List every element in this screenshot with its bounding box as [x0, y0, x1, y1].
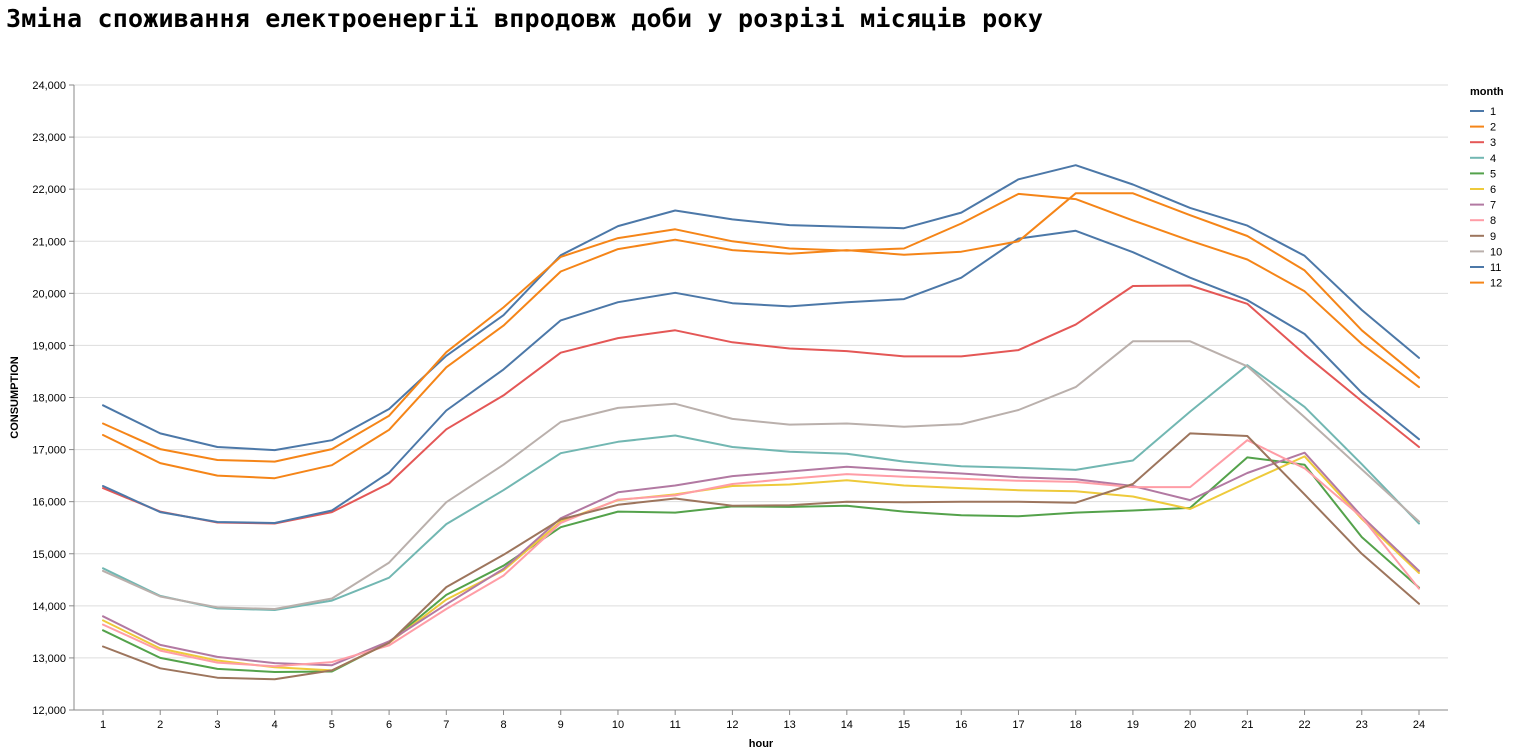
series-line-month-7 — [102, 451, 1420, 667]
x-tick-label: 17 — [1012, 719, 1024, 731]
axes: 12,000 13,000 14,000 15,000 16,000 17,000 18,0… — [32, 80, 1448, 731]
legend-item-month-4[interactable]: 4 — [1470, 153, 1496, 165]
y-tick-label: 13,000 — [32, 653, 66, 665]
series-line-month-10 — [102, 340, 1420, 610]
series-line-month-9 — [102, 432, 1420, 681]
x-tick-label: 16 — [955, 719, 967, 731]
x-tick-label: 5 — [329, 719, 335, 731]
legend-item-month-7[interactable]: 7 — [1470, 200, 1496, 212]
legend-item-month-5[interactable]: 5 — [1470, 168, 1496, 180]
y-tick-label: 19,000 — [32, 340, 66, 352]
y-tick-label: 23,000 — [32, 132, 66, 144]
legend-title: month — [1470, 86, 1504, 98]
legend-label: 9 — [1490, 231, 1496, 243]
x-tick-label: 11 — [669, 719, 680, 731]
x-tick-label: 13 — [783, 719, 795, 731]
x-tick-label: 8 — [500, 719, 506, 731]
chart-title: Зміна споживання електроенергії впродовж… — [6, 4, 1044, 33]
series-line-month-2 — [102, 192, 1420, 463]
legend-label: 3 — [1490, 137, 1496, 149]
legend-item-month-1[interactable]: 1 — [1470, 106, 1496, 118]
x-tick-label: 6 — [386, 719, 392, 731]
x-tick-label: 21 — [1241, 719, 1253, 731]
y-tick-label: 18,000 — [32, 393, 66, 405]
x-tick-label: 23 — [1356, 719, 1368, 731]
y-tick-label: 12,000 — [32, 705, 66, 717]
legend-item-month-9[interactable]: 9 — [1470, 231, 1496, 243]
series-line-month-5 — [102, 456, 1420, 673]
x-tick-label: 12 — [726, 719, 738, 731]
legend-item-month-10[interactable]: 10 — [1470, 246, 1502, 258]
gridlines — [74, 84, 1448, 711]
y-tick-label: 24,000 — [32, 80, 66, 92]
x-tick-label: 3 — [214, 719, 220, 731]
series-line-month-12 — [102, 192, 1420, 480]
series-line-month-1 — [102, 164, 1420, 452]
legend-item-month-3[interactable]: 3 — [1470, 137, 1496, 149]
series-line-month-4 — [102, 364, 1420, 611]
x-axis-title: hour — [749, 738, 774, 750]
x-tick-label: 1 — [100, 719, 106, 731]
legend-label: 11 — [1490, 262, 1501, 274]
legend-label: 12 — [1490, 278, 1502, 290]
y-tick-label: 15,000 — [32, 549, 66, 561]
y-tick-label: 17,000 — [32, 445, 66, 457]
y-tick-label: 22,000 — [32, 184, 66, 196]
series-lines — [102, 164, 1420, 681]
series-line-month-11 — [102, 229, 1420, 524]
x-tick-label: 7 — [443, 719, 449, 731]
legend-label: 7 — [1490, 200, 1496, 212]
y-tick-label: 20,000 — [32, 288, 66, 300]
series-line-month-8 — [102, 439, 1420, 668]
legend-label: 6 — [1490, 184, 1496, 196]
x-tick-label: 15 — [898, 719, 910, 731]
legend-label: 1 — [1490, 106, 1496, 118]
legend-item-month-6[interactable]: 6 — [1470, 184, 1496, 196]
y-tick-label: 21,000 — [32, 236, 66, 248]
x-tick-label: 9 — [558, 719, 564, 731]
legend-item-month-11[interactable]: 11 — [1470, 262, 1501, 274]
legend-label: 2 — [1490, 122, 1496, 134]
legend-label: 8 — [1490, 215, 1496, 227]
x-tick-label: 2 — [157, 719, 163, 731]
y-axis-title: CONSUMPTION — [9, 356, 21, 439]
legend-item-month-2[interactable]: 2 — [1470, 122, 1496, 134]
series-line-month-6 — [102, 455, 1420, 672]
x-tick-label: 10 — [612, 719, 624, 731]
legend-label: 5 — [1490, 168, 1496, 180]
legend-label: 4 — [1490, 153, 1496, 165]
y-tick-label: 16,000 — [32, 497, 66, 509]
legend-item-month-8[interactable]: 8 — [1470, 215, 1496, 227]
x-tick-label: 19 — [1127, 719, 1139, 731]
x-tick-label: 22 — [1298, 719, 1310, 731]
x-tick-label: 4 — [272, 719, 278, 731]
legend-label: 10 — [1490, 246, 1502, 258]
x-tick-label: 24 — [1413, 719, 1425, 731]
x-tick-label: 20 — [1184, 719, 1196, 731]
series-line-month-3 — [102, 284, 1420, 525]
x-tick-label: 18 — [1070, 719, 1082, 731]
x-tick-label: 14 — [841, 719, 853, 731]
y-tick-label: 14,000 — [32, 601, 66, 613]
legend-item-month-12[interactable]: 12 — [1470, 278, 1502, 290]
